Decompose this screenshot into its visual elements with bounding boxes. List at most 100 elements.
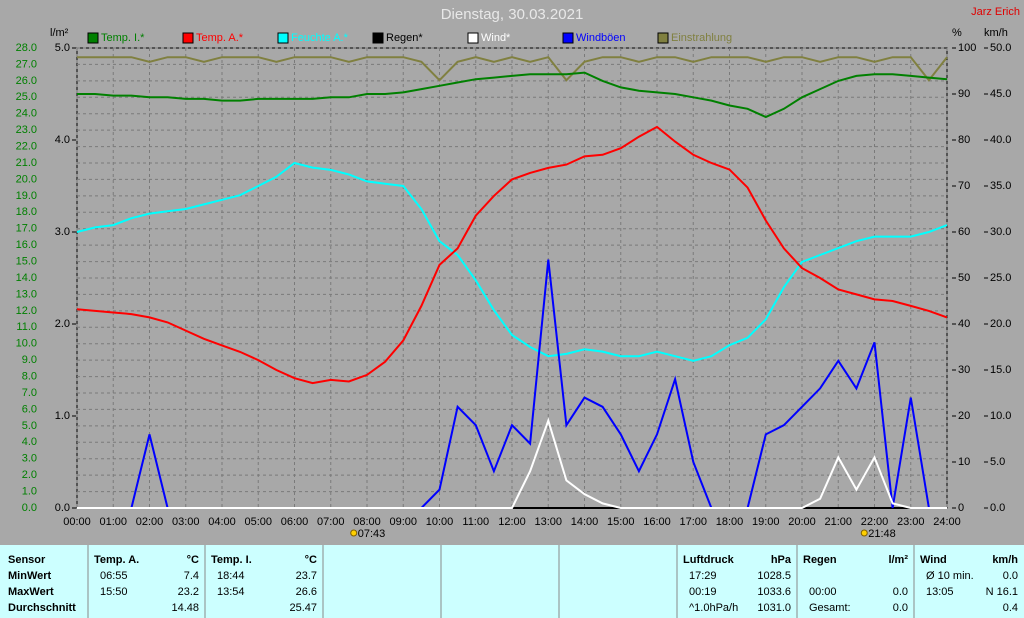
cell-time: 00:19 <box>689 586 717 598</box>
x-tick-label: 06:00 <box>281 516 309 528</box>
y-tick-label: 6.0 <box>22 403 37 415</box>
legend-label: Einstrahlung <box>671 32 732 44</box>
x-tick-label: 09:00 <box>389 516 417 528</box>
legend-label: Windböen <box>576 32 626 44</box>
x-tick-label: 24:00 <box>933 516 961 528</box>
x-tick-label: 01:00 <box>99 516 127 528</box>
row-label: MinWert <box>8 570 52 582</box>
y-tick-label: 27.0 <box>16 58 37 70</box>
series-line <box>76 161 948 362</box>
x-tick-label: 23:00 <box>897 516 925 528</box>
axis-unit: l/m² <box>50 27 69 39</box>
column-header: Wind <box>920 554 947 566</box>
sun-marker <box>350 529 358 537</box>
x-tick-label: 17:00 <box>679 516 707 528</box>
cell-time: Gesamt: <box>809 602 851 614</box>
y3-tick-label: 50.0 <box>990 42 1011 54</box>
y-tick-label: 11.0 <box>16 321 37 333</box>
legend-swatch <box>182 32 194 44</box>
x-tick-label: 03:00 <box>172 516 200 528</box>
cell-value: 1028.5 <box>757 570 791 582</box>
y-tick-label: 15.0 <box>16 255 37 267</box>
series-line <box>76 125 948 385</box>
cell-value: 0.0 <box>893 586 908 598</box>
cell-value: 1031.0 <box>757 602 791 614</box>
x-tick-label: 16:00 <box>643 516 671 528</box>
x-tick-label: 19:00 <box>752 516 780 528</box>
y-tick-label: 24.0 <box>16 108 37 120</box>
series-line <box>77 56 948 82</box>
y2-tick-label: 40 <box>958 318 970 330</box>
legend-label: Regen* <box>386 32 423 44</box>
x-tick-label: 18:00 <box>716 516 744 528</box>
sun-label: 07:43 <box>358 528 386 540</box>
x-tick-label: 12:00 <box>498 516 526 528</box>
x-tick-label: 22:00 <box>861 516 889 528</box>
y-tick-label: 21.0 <box>16 157 37 169</box>
y-tick-label: 14.0 <box>16 272 37 284</box>
cell-value: 25.47 <box>289 602 317 614</box>
y3-tick-label: 25.0 <box>990 272 1011 284</box>
legend-label: Temp. A.* <box>196 32 244 44</box>
y4-tick-label: 1.0 <box>55 410 70 422</box>
column-unit: l/m² <box>888 554 908 566</box>
legend-swatch <box>467 32 479 44</box>
y4-tick-label: 2.0 <box>55 318 70 330</box>
cell-value: 0.4 <box>1003 602 1018 614</box>
legend-swatch <box>87 32 99 44</box>
x-tick-label: 15:00 <box>607 516 635 528</box>
column-header: Regen <box>803 554 837 566</box>
y-tick-label: 7.0 <box>22 387 37 399</box>
cell-value: 0.0 <box>893 602 908 614</box>
row-label: Durchschnitt <box>8 602 76 614</box>
y2-tick-label: 60 <box>958 226 970 238</box>
x-tick-label: 05:00 <box>244 516 272 528</box>
cell-time: 17:29 <box>689 570 717 582</box>
y-tick-label: 22.0 <box>16 140 37 152</box>
column-header: Luftdruck <box>683 554 735 566</box>
legend-label: Feuchte A.* <box>291 32 349 44</box>
column-header: Temp. I. <box>211 554 252 566</box>
legend-swatch <box>657 32 669 44</box>
legend-swatch <box>372 32 384 44</box>
y2-tick-label: 10 <box>958 456 970 468</box>
sun-marker <box>860 529 868 537</box>
y3-tick-label: 0.0 <box>990 502 1005 514</box>
y-tick-label: 17.0 <box>16 223 37 235</box>
axis-unit: km/h <box>984 27 1008 39</box>
y3-tick-label: 15.0 <box>990 364 1011 376</box>
y-tick-label: 3.0 <box>22 453 37 465</box>
y-tick-label: 5.0 <box>22 420 37 432</box>
stats-table <box>0 545 1024 618</box>
y2-tick-label: 90 <box>958 88 970 100</box>
y-tick-label: 25.0 <box>16 91 37 103</box>
x-tick-label: 04:00 <box>208 516 236 528</box>
x-tick-label: 13:00 <box>534 516 562 528</box>
x-tick-label: 08:00 <box>353 516 381 528</box>
y2-tick-label: 80 <box>958 134 970 146</box>
y2-tick-label: 20 <box>958 410 970 422</box>
y4-tick-label: 4.0 <box>55 134 70 146</box>
cell-time: 06:55 <box>100 570 128 582</box>
y3-tick-label: 40.0 <box>990 134 1011 146</box>
cell-time: 00:00 <box>809 586 837 598</box>
x-tick-label: 14:00 <box>571 516 599 528</box>
y-tick-label: 4.0 <box>22 436 37 448</box>
y-tick-label: 9.0 <box>22 354 37 366</box>
cell-value: 26.6 <box>296 586 317 598</box>
y3-tick-label: 30.0 <box>990 226 1011 238</box>
x-tick-label: 07:00 <box>317 516 345 528</box>
sun-label: 21:48 <box>868 528 896 540</box>
series-line <box>77 71 948 119</box>
cell-value: N 16.1 <box>986 586 1018 598</box>
legend-swatch <box>562 32 574 44</box>
x-tick-label: 02:00 <box>136 516 164 528</box>
column-unit: °C <box>305 554 317 566</box>
y2-tick-label: 0 <box>958 502 964 514</box>
y-tick-label: 12.0 <box>16 305 37 317</box>
y2-tick-label: 70 <box>958 180 970 192</box>
author: Jarz Erich <box>971 6 1020 18</box>
y3-tick-label: 35.0 <box>990 180 1011 192</box>
y-tick-label: 16.0 <box>16 239 37 251</box>
